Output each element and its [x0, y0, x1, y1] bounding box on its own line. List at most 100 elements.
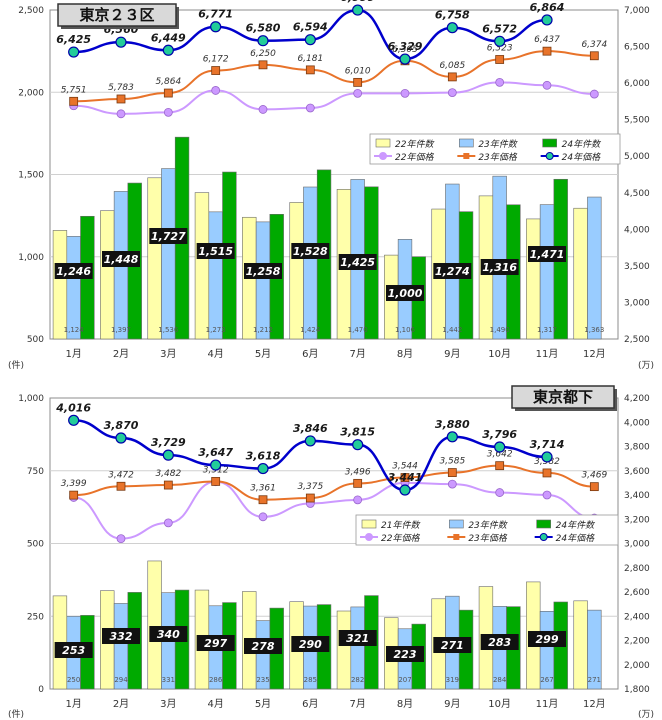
line-value-label: 6,864 [530, 1, 565, 14]
left-axis-tick: 1,000 [18, 253, 44, 263]
x-axis-label: 11月 [536, 348, 559, 360]
bar-value-label: 285 [304, 676, 317, 684]
line-marker [495, 461, 505, 471]
line-marker [305, 103, 315, 113]
line-marker [399, 484, 411, 496]
bar-value-box [338, 630, 377, 646]
legend-label: 24年件数 [556, 520, 595, 531]
bar-value-label: 1,424 [300, 326, 321, 334]
line-value-label: 3,375 [297, 482, 323, 492]
x-axis-label: 6月 [302, 348, 318, 360]
legend-swatch-marker [463, 153, 470, 159]
line-series-2 [73, 8, 548, 61]
bar-value-box-label: 1,528 [293, 245, 328, 258]
line-value-label: 6,181 [297, 54, 323, 64]
line-marker [353, 88, 363, 98]
line-marker [447, 88, 457, 98]
line-marker [446, 22, 458, 34]
right-axis-unit: (万) [638, 361, 654, 371]
legend-swatch [459, 138, 474, 148]
legend-swatch-marker [545, 152, 554, 160]
bar-value-label: 267 [540, 676, 553, 684]
bar [161, 168, 176, 340]
x-axis-label: 4月 [207, 348, 223, 360]
bar-value-box [291, 243, 330, 259]
right-axis-tick: 3,200 [624, 515, 650, 525]
bar-value-box-label: 1,471 [530, 248, 565, 261]
line-value-label: 6,449 [151, 31, 186, 44]
line-value-label: 3,544 [392, 462, 418, 472]
line-value-label: 3,469 [581, 471, 607, 481]
bar-value-box-label: 1,258 [246, 265, 281, 278]
line-marker [116, 481, 126, 491]
line-value-label: 3,472 [108, 470, 134, 480]
line-value-label: 3,729 [151, 436, 186, 449]
bar-value-label: 294 [114, 676, 128, 684]
bar-value-label: 1,470 [348, 326, 368, 334]
line-value-label: 3,482 [155, 469, 181, 479]
legend-label: 23年件数 [468, 520, 507, 531]
bar-value-label: 271 [588, 676, 601, 684]
bar-value-box-label: 283 [488, 636, 511, 649]
bar-value-box-label: 1,274 [435, 265, 470, 278]
right-axis-unit: (万) [638, 710, 654, 720]
x-axis-label: 3月 [160, 698, 176, 710]
bar [573, 600, 588, 690]
bar-value-box-label: 321 [346, 632, 369, 645]
bar [208, 211, 223, 340]
bar-value-box [338, 254, 377, 270]
bar [194, 192, 210, 340]
x-axis-label: 10月 [488, 698, 511, 710]
bar [336, 610, 352, 690]
bar-value-box [196, 635, 235, 651]
line-value-label: 6,758 [435, 9, 470, 22]
x-axis-label: 1月 [65, 698, 81, 710]
line-marker [542, 80, 552, 90]
line-marker [305, 65, 315, 75]
line-value-label: 6,594 [293, 21, 328, 34]
line-value-label: 3,361 [250, 484, 276, 494]
line-marker [258, 495, 268, 505]
line-marker [352, 4, 364, 16]
bar-value-box-label: 1,448 [104, 253, 139, 266]
bar-value-box-label: 1,000 [388, 287, 423, 300]
bar [303, 186, 318, 340]
line-value-label: 3,846 [293, 422, 328, 435]
line-marker [447, 72, 457, 82]
line-marker [116, 534, 126, 544]
bar-value-box [149, 626, 188, 642]
bar-value-box-label: 1,515 [198, 245, 233, 258]
line-value-label: 3,796 [482, 428, 517, 441]
bar [147, 177, 162, 340]
left-axis-tick: 2,000 [18, 88, 44, 98]
line-marker [494, 441, 506, 453]
bar [587, 196, 602, 340]
bar-value-label: 1,212 [253, 326, 273, 334]
chart-title-box [511, 385, 615, 409]
right-axis-tick: 3,800 [624, 443, 650, 453]
legend-label: 22年価格 [381, 533, 420, 544]
bar-value-box [54, 263, 93, 279]
bar-value-label: 1,106 [395, 326, 416, 334]
line-value-label: 6,374 [581, 40, 607, 50]
legend-label: 24年件数 [562, 139, 601, 150]
bar-value-box-label: 1,316 [482, 261, 517, 274]
line-marker [257, 462, 269, 475]
bar [587, 609, 602, 690]
right-axis-tick: 6,500 [624, 43, 650, 53]
bar-value-label: 1,273 [206, 326, 226, 334]
line-value-label: 6,572 [482, 22, 517, 35]
line-marker [305, 493, 315, 503]
x-axis-label: 12月 [583, 348, 606, 360]
x-axis-label: 9月 [444, 348, 460, 360]
line-marker [211, 66, 221, 75]
line-marker [116, 109, 126, 119]
left-axis-tick: 1,500 [18, 171, 44, 181]
line-marker [353, 495, 363, 505]
line-marker [446, 431, 458, 443]
right-axis-tick: 5,500 [624, 116, 650, 126]
bar-value-box-label: 340 [157, 628, 180, 641]
right-axis-tick: 3,600 [624, 467, 650, 477]
line-marker [400, 88, 410, 98]
bar-value-box [102, 628, 140, 644]
